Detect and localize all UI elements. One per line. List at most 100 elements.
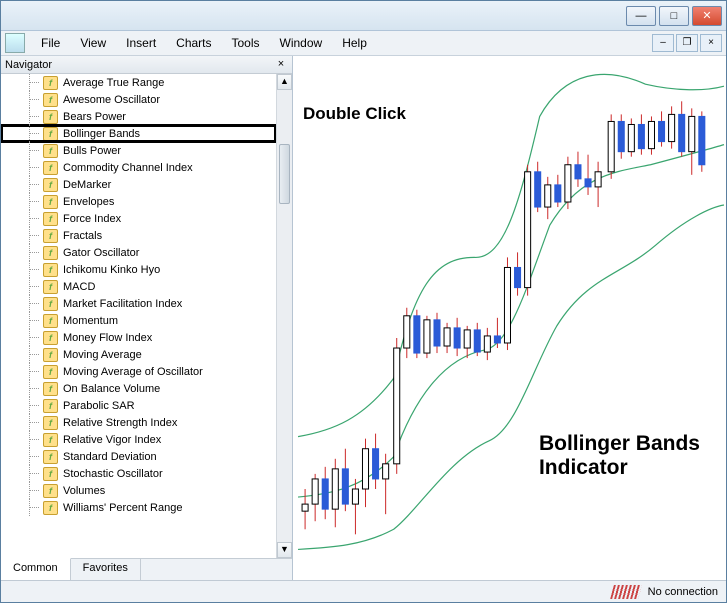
indicator-label: Fractals xyxy=(63,230,102,242)
indicator-label: Williams' Percent Range xyxy=(63,502,182,514)
chart-area[interactable]: Double Click Bollinger Bands Indicator xyxy=(293,56,726,580)
indicator-icon: f xyxy=(43,76,58,90)
mdi-minimize-button[interactable]: – xyxy=(652,34,674,52)
navigator-panel: Navigator × f Average True Range f Awesome … xyxy=(1,56,293,580)
indicator-icon: f xyxy=(43,110,58,124)
mdi-restore-button[interactable]: ❐ xyxy=(676,34,698,52)
menu-item-charts[interactable]: Charts xyxy=(166,33,221,53)
menu-item-help[interactable]: Help xyxy=(332,33,377,53)
indicator-icon: f xyxy=(43,382,58,396)
indicator-label: Gator Oscillator xyxy=(63,247,139,259)
window-maximize-button[interactable]: □ xyxy=(659,6,689,26)
body-area: Navigator × f Average True Range f Awesome … xyxy=(1,56,726,580)
menu-item-tools[interactable]: Tools xyxy=(222,33,270,53)
indicator-icon: f xyxy=(43,178,58,192)
indicator-item-envelopes[interactable]: fEnvelopes xyxy=(1,193,276,210)
indicator-label: Bollinger Bands xyxy=(63,128,140,140)
app-window: — □ ✕ FileViewInsertChartsToolsWindowHel… xyxy=(0,0,727,603)
navigator-tab-favorites[interactable]: Favorites xyxy=(71,559,141,580)
indicator-icon: f xyxy=(43,229,58,243)
menu-item-file[interactable]: File xyxy=(31,33,70,53)
indicator-label: Relative Strength Index xyxy=(63,417,177,429)
indicator-icon: f xyxy=(43,484,58,498)
indicator-icon: f xyxy=(43,501,58,515)
indicator-label: Parabolic SAR xyxy=(63,400,135,412)
indicator-icon: f xyxy=(43,365,58,379)
indicator-label: Commodity Channel Index xyxy=(63,162,193,174)
indicator-label: Moving Average xyxy=(63,349,142,361)
indicator-item-bears-power[interactable]: f Bears Power xyxy=(1,108,276,125)
indicator-item-ichikomu-kinko-hyo[interactable]: f Ichikomu Kinko Hyo xyxy=(1,261,276,278)
indicator-icon: f xyxy=(43,314,58,328)
indicator-item-bollinger-bands[interactable]: f Bollinger Bands xyxy=(1,125,276,142)
indicator-icon: f xyxy=(43,212,58,226)
indicator-icon: f xyxy=(43,161,58,175)
indicator-item-average-true-range[interactable]: f Average True Range xyxy=(1,74,276,91)
navigator-close-button[interactable]: × xyxy=(274,58,288,72)
annotation-double-click: Double Click xyxy=(303,104,406,124)
indicator-label: Stochastic Oscillator xyxy=(63,468,163,480)
menu-item-view[interactable]: View xyxy=(70,33,116,53)
navigator-scrollbar[interactable]: ▲ ▼ xyxy=(276,74,292,558)
indicator-icon: f xyxy=(43,263,58,277)
indicator-item-volumes[interactable]: f Volumes xyxy=(1,482,276,499)
connection-status: No connection xyxy=(648,586,718,598)
indicator-label: DeMarker xyxy=(63,179,111,191)
indicator-icon: f xyxy=(43,246,58,260)
indicator-icon: f xyxy=(43,297,58,311)
indicator-icon: f xyxy=(43,467,58,481)
mdi-close-button[interactable]: × xyxy=(700,34,722,52)
indicator-label: Force Index xyxy=(63,213,121,225)
indicator-icon: f xyxy=(43,195,58,209)
window-minimize-button[interactable]: — xyxy=(626,6,656,26)
indicator-item-awesome-oscillator[interactable]: f Awesome Oscillator xyxy=(1,91,276,108)
indicator-item-force-index[interactable]: f Force Index xyxy=(1,210,276,227)
indicator-item-gator-oscillator[interactable]: f Gator Oscillator xyxy=(1,244,276,261)
indicator-item-williams-percent-range[interactable]: f Williams' Percent Range xyxy=(1,499,276,516)
indicator-icon: f xyxy=(43,127,58,141)
menu-item-window[interactable]: Window xyxy=(270,33,333,53)
indicator-icon: f xyxy=(43,450,58,464)
indicator-label: Awesome Oscillator xyxy=(63,94,160,106)
indicator-label: Ichikomu Kinko Hyo xyxy=(63,264,160,276)
indicator-item-fractals[interactable]: f Fractals xyxy=(1,227,276,244)
indicator-item-moving-average-of-oscillator[interactable]: fMoving Average of Oscillator xyxy=(1,363,276,380)
indicator-item-on-balance-volume[interactable]: f On Balance Volume xyxy=(1,380,276,397)
indicator-item-parabolic-sar[interactable]: fParabolic SAR xyxy=(1,397,276,414)
indicator-item-demarker[interactable]: f DeMarker xyxy=(1,176,276,193)
scroll-thumb[interactable] xyxy=(279,144,290,204)
navigator-tab-common[interactable]: Common xyxy=(1,558,71,580)
menubar: FileViewInsertChartsToolsWindowHelp – ❐ … xyxy=(1,31,726,56)
indicator-item-commodity-channel-index[interactable]: f Commodity Channel Index xyxy=(1,159,276,176)
navigator-header: Navigator × xyxy=(1,56,292,74)
indicator-item-relative-strength-index[interactable]: fRelative Strength Index xyxy=(1,414,276,431)
indicator-item-standard-deviation[interactable]: f Standard Deviation xyxy=(1,448,276,465)
indicator-item-market-facilitation-index[interactable]: f Market Facilitation Index xyxy=(1,295,276,312)
indicator-item-momentum[interactable]: fMomentum xyxy=(1,312,276,329)
navigator-tabs: CommonFavorites xyxy=(1,558,292,580)
indicator-icon: f xyxy=(43,433,58,447)
indicator-label: Average True Range xyxy=(63,77,164,89)
window-close-button[interactable]: ✕ xyxy=(692,6,722,26)
app-icon xyxy=(5,33,25,53)
indicator-icon: f xyxy=(43,144,58,158)
indicator-label: Standard Deviation xyxy=(63,451,157,463)
indicator-label: Market Facilitation Index xyxy=(63,298,182,310)
indicator-label: Bears Power xyxy=(63,111,126,123)
indicator-label: Volumes xyxy=(63,485,105,497)
indicator-label: Relative Vigor Index xyxy=(63,434,161,446)
scroll-down-button[interactable]: ▼ xyxy=(277,542,292,558)
indicator-item-macd[interactable]: fMACD xyxy=(1,278,276,295)
indicator-item-money-flow-index[interactable]: fMoney Flow Index xyxy=(1,329,276,346)
indicator-label: MACD xyxy=(63,281,95,293)
indicator-item-bulls-power[interactable]: fBulls Power xyxy=(1,142,276,159)
indicator-item-relative-vigor-index[interactable]: f Relative Vigor Index xyxy=(1,431,276,448)
annotation-bollinger-bands: Bollinger Bands Indicator xyxy=(539,432,700,480)
indicator-item-moving-average[interactable]: fMoving Average xyxy=(1,346,276,363)
scroll-up-button[interactable]: ▲ xyxy=(277,74,292,90)
navigator-title: Navigator xyxy=(5,59,274,71)
menu-item-insert[interactable]: Insert xyxy=(116,33,166,53)
indicator-item-stochastic-oscillator[interactable]: f Stochastic Oscillator xyxy=(1,465,276,482)
indicator-label: On Balance Volume xyxy=(63,383,160,395)
indicator-icon: f xyxy=(43,93,58,107)
